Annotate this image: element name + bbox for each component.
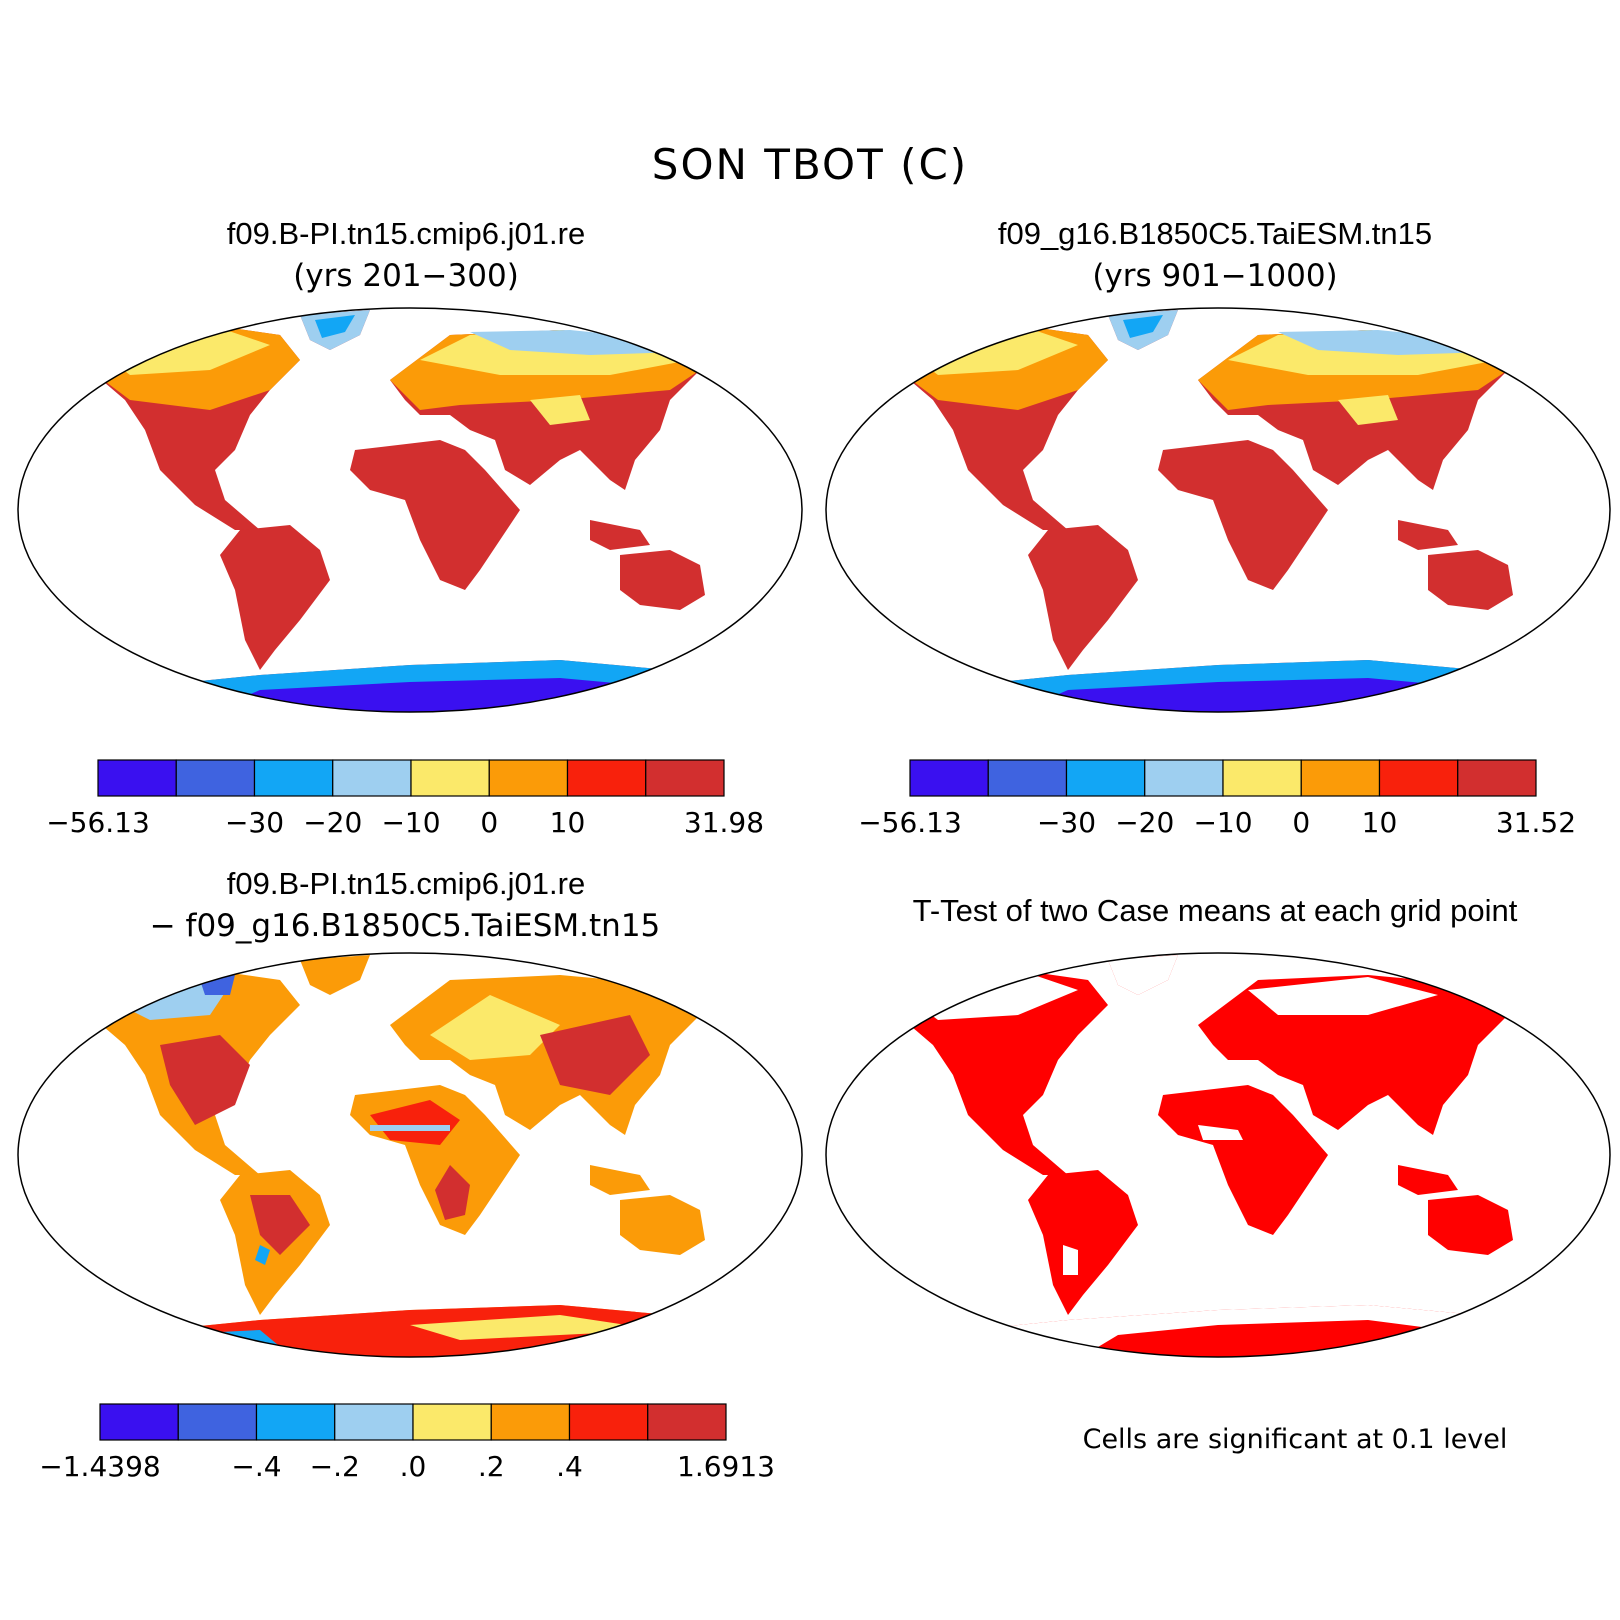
colorbar-swatch: [1222, 759, 1302, 797]
panel-1-title: f09.B-PI.tn15.cmip6.j01.re: [226, 216, 586, 251]
colorbar-label: 31.98: [684, 806, 764, 839]
colorbar-swatch: [647, 1403, 727, 1441]
colorbar-swatch: [645, 759, 725, 797]
colorbar-swatch: [334, 1403, 414, 1441]
colorbar-swatch: [488, 759, 569, 797]
panel-3-colorbar: −1.4398 −.4 −.2 .0 .2 .4 1.6913: [39, 1403, 775, 1483]
colorbar-label: −56.13: [46, 806, 150, 839]
colorbar-swatch: [99, 1403, 179, 1441]
colorbar-swatch: [175, 759, 256, 797]
colorbar-swatch: [1300, 759, 1381, 797]
colorbar-swatch: [255, 1403, 336, 1441]
panel-4-map: [898, 955, 1518, 1357]
colorbar-swatch: [412, 1403, 492, 1441]
panel-3-map: [90, 955, 710, 1357]
colorbar-swatch: [332, 759, 412, 797]
colorbar-swatch: [568, 1403, 649, 1441]
colorbar-swatch: [566, 759, 647, 797]
colorbar-swatch: [410, 759, 490, 797]
colorbar-swatch: [490, 1403, 571, 1441]
panel-4-note: Cells are significant at 0.1 level: [1083, 1424, 1508, 1455]
panel-3-map-border: [17, 952, 803, 1358]
colorbar-label: −30: [1037, 806, 1096, 839]
panel-2-colorbar: −56.13 −30 −20 −10 0 10 31.52: [858, 759, 1576, 839]
colorbar-swatch: [1065, 759, 1146, 797]
panel-2-subtitle: (yrs 901−1000): [1092, 258, 1338, 294]
colorbar-label: 31.52: [1496, 806, 1576, 839]
colorbar-swatch: [1457, 759, 1537, 797]
colorbar-swatch: [97, 759, 177, 797]
colorbar-swatch: [1144, 759, 1224, 797]
panel-1-map-border: [17, 307, 803, 713]
colorbar-label: 1.6913: [677, 1450, 775, 1483]
panel-1-map: [90, 310, 710, 712]
panel-2-map-border: [825, 307, 1611, 713]
colorbar-label: −10: [1193, 806, 1252, 839]
colorbar-label: −10: [381, 806, 440, 839]
colorbar-label: 10: [1362, 806, 1398, 839]
colorbar-label: −1.4398: [39, 1450, 160, 1483]
colorbar-swatch: [987, 759, 1068, 797]
colorbar-label: 10: [550, 806, 586, 839]
panel-1-colorbar: −56.13 −30 −20 −10 0 10 31.98: [46, 759, 764, 839]
colorbar-label: −20: [1115, 806, 1174, 839]
colorbar-label: −.4: [231, 1450, 281, 1483]
colorbar-swatch: [909, 759, 989, 797]
colorbar-label: −.2: [310, 1450, 360, 1483]
colorbar-label: .4: [556, 1450, 583, 1483]
panel-4-title: T-Test of two Case means at each grid po…: [912, 893, 1518, 928]
panel-1-subtitle: (yrs 201−300): [293, 258, 519, 294]
colorbar-label: .2: [478, 1450, 505, 1483]
colorbar-label: 0: [480, 806, 498, 839]
colorbar-label: .0: [400, 1450, 427, 1483]
colorbar-label: 0: [1292, 806, 1310, 839]
colorbar-label: −20: [303, 806, 362, 839]
panel-2-title: f09_g16.B1850C5.TaiESM.tn15: [997, 216, 1433, 251]
colorbar-swatch: [177, 1403, 258, 1441]
colorbar-swatch: [253, 759, 334, 797]
panel-3-subtitle: − f09_g16.B1850C5.TaiESM.tn15: [149, 908, 661, 944]
colorbar-label: −56.13: [858, 806, 962, 839]
figure-title: SON TBOT (C): [651, 140, 969, 189]
colorbar-swatch: [1378, 759, 1459, 797]
panel-4-map-border: [825, 952, 1611, 1358]
panel-2-map: [898, 310, 1518, 712]
colorbar-label: −30: [225, 806, 284, 839]
panel-3-title: f09.B-PI.tn15.cmip6.j01.re: [226, 866, 586, 901]
